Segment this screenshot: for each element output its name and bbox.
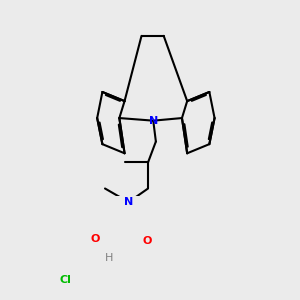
Text: O: O bbox=[142, 236, 152, 246]
Text: N: N bbox=[124, 197, 133, 207]
Text: O: O bbox=[91, 234, 100, 244]
Text: Cl: Cl bbox=[60, 275, 72, 285]
Text: N: N bbox=[148, 116, 158, 126]
Text: H: H bbox=[105, 253, 113, 263]
